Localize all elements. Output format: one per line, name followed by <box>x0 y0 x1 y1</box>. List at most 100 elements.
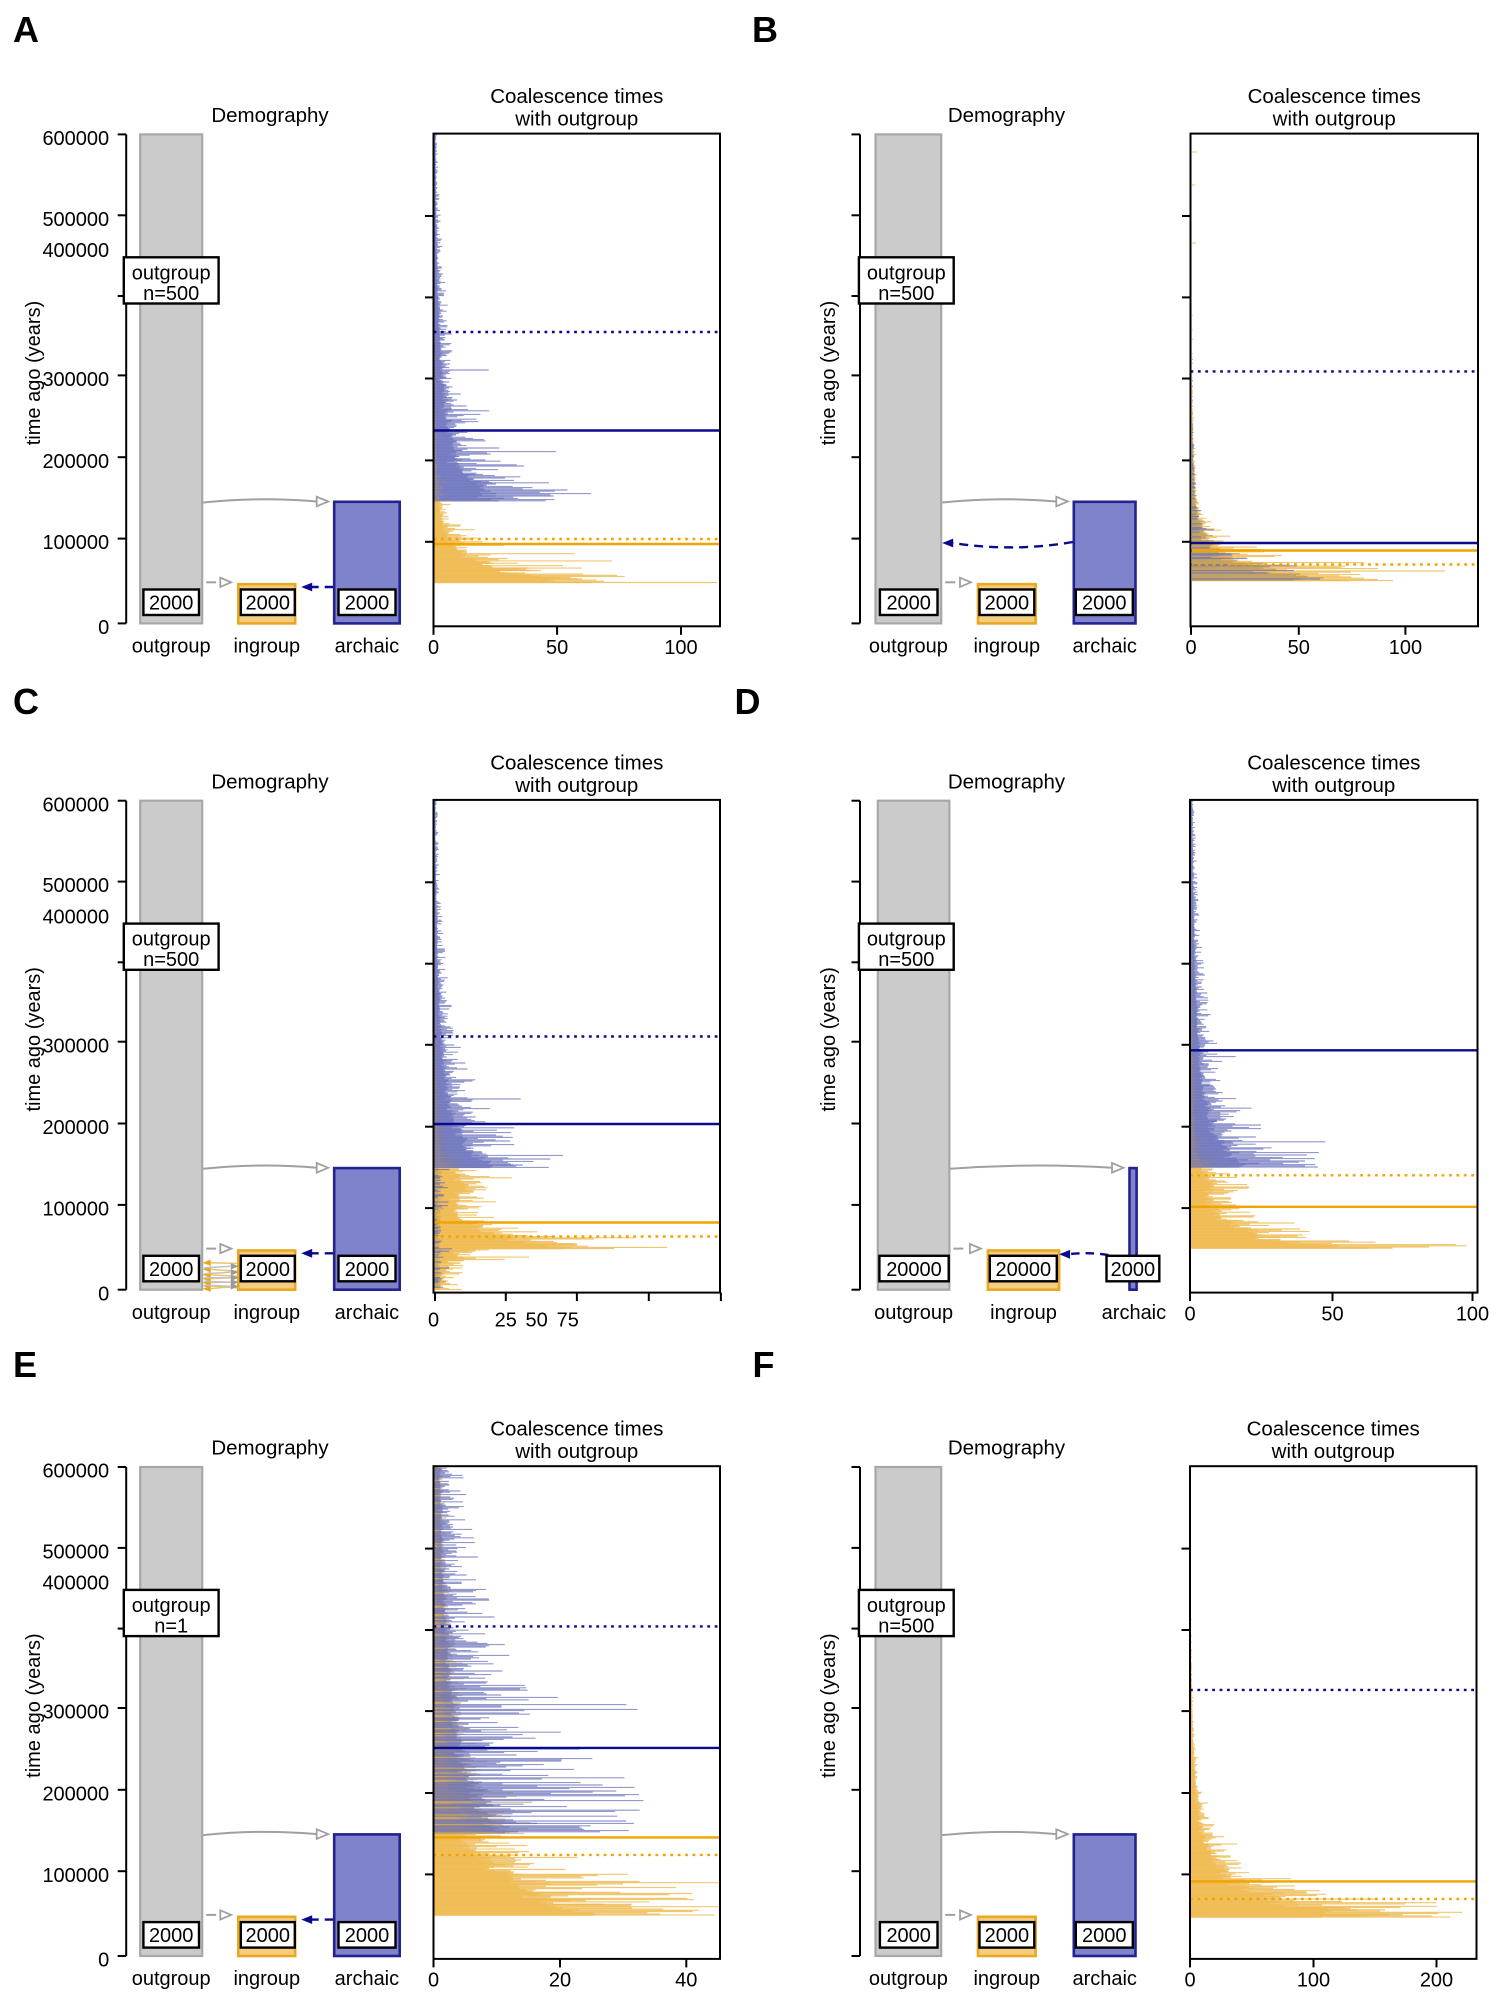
svg-text:outgroup: outgroup <box>132 1595 211 1617</box>
svg-text:with outgroup: with outgroup <box>1272 108 1396 131</box>
svg-text:C: C <box>13 681 39 722</box>
svg-text:ingroup: ingroup <box>973 636 1040 658</box>
svg-text:with outgroup: with outgroup <box>514 1440 638 1463</box>
svg-text:2000: 2000 <box>1111 1259 1156 1281</box>
svg-text:Coalescence times: Coalescence times <box>490 85 663 108</box>
svg-text:20000: 20000 <box>886 1259 942 1281</box>
svg-text:n=500: n=500 <box>143 283 199 305</box>
svg-text:ingroup: ingroup <box>973 1968 1040 1990</box>
svg-text:50: 50 <box>1288 637 1310 659</box>
svg-text:outgroup: outgroup <box>132 1968 211 1990</box>
svg-text:outgroup: outgroup <box>874 1302 953 1324</box>
svg-text:with outgroup: with outgroup <box>1271 1440 1395 1463</box>
svg-text:E: E <box>13 1344 37 1385</box>
svg-text:Coalescence times: Coalescence times <box>1247 1418 1420 1441</box>
svg-text:B: B <box>752 9 778 50</box>
svg-text:0: 0 <box>1185 637 1196 659</box>
svg-text:0: 0 <box>98 1950 109 1972</box>
svg-text:2000: 2000 <box>149 1925 194 1947</box>
svg-text:2000: 2000 <box>345 1925 390 1947</box>
svg-text:Coalescence times: Coalescence times <box>490 1418 663 1441</box>
svg-text:archaic: archaic <box>1072 1968 1136 1990</box>
svg-text:100: 100 <box>1297 1970 1330 1992</box>
svg-text:outgroup: outgroup <box>869 1968 948 1990</box>
svg-text:100: 100 <box>664 637 697 659</box>
svg-text:2000: 2000 <box>1082 1925 1127 1947</box>
svg-text:0: 0 <box>1184 1970 1195 1992</box>
svg-text:2000: 2000 <box>985 593 1030 615</box>
svg-text:20000: 20000 <box>995 1259 1051 1281</box>
svg-text:2000: 2000 <box>246 1925 291 1947</box>
svg-text:A: A <box>13 9 39 50</box>
svg-text:n=500: n=500 <box>878 949 934 971</box>
svg-text:ingroup: ingroup <box>990 1302 1057 1324</box>
svg-text:400000: 400000 <box>42 906 109 928</box>
svg-text:Demography: Demography <box>211 104 329 127</box>
svg-text:0: 0 <box>428 1970 439 1992</box>
svg-text:20: 20 <box>549 1970 571 1992</box>
svg-text:outgroup: outgroup <box>869 636 948 658</box>
svg-text:100: 100 <box>1456 1303 1489 1325</box>
svg-text:outgroup: outgroup <box>132 636 211 658</box>
svg-text:2000: 2000 <box>149 593 194 615</box>
svg-text:archaic: archaic <box>1072 636 1136 658</box>
svg-text:time ago (years): time ago (years) <box>23 301 45 446</box>
svg-text:300000: 300000 <box>42 1035 109 1057</box>
svg-text:400000: 400000 <box>42 1573 109 1595</box>
svg-text:50: 50 <box>525 1309 547 1331</box>
svg-text:n=500: n=500 <box>878 1615 934 1637</box>
svg-text:2000: 2000 <box>345 1259 390 1281</box>
svg-text:time ago (years): time ago (years) <box>23 967 45 1112</box>
svg-text:0: 0 <box>428 637 439 659</box>
svg-text:500000: 500000 <box>42 875 109 897</box>
svg-text:200000: 200000 <box>42 451 109 473</box>
svg-text:with outgroup: with outgroup <box>1271 774 1395 797</box>
svg-text:time ago (years): time ago (years) <box>818 967 840 1112</box>
svg-text:archaic: archaic <box>335 1302 399 1324</box>
svg-text:100000: 100000 <box>42 1865 109 1887</box>
svg-text:ingroup: ingroup <box>233 636 300 658</box>
svg-text:Demography: Demography <box>948 770 1066 793</box>
svg-text:100000: 100000 <box>42 1199 109 1221</box>
svg-text:outgroup: outgroup <box>867 262 946 284</box>
svg-text:300000: 300000 <box>42 369 109 391</box>
svg-text:outgroup: outgroup <box>867 929 946 951</box>
svg-text:40: 40 <box>675 1970 697 1992</box>
svg-text:0: 0 <box>428 1309 439 1331</box>
svg-text:400000: 400000 <box>42 240 109 262</box>
svg-text:Coalescence times: Coalescence times <box>1247 751 1420 774</box>
svg-text:Demography: Demography <box>948 104 1066 127</box>
svg-text:0: 0 <box>98 1283 109 1305</box>
svg-text:time ago (years): time ago (years) <box>818 1633 840 1778</box>
svg-text:Demography: Demography <box>211 1437 329 1460</box>
svg-text:2000: 2000 <box>246 1259 291 1281</box>
svg-text:outgroup: outgroup <box>867 1595 946 1617</box>
svg-text:600000: 600000 <box>42 794 109 816</box>
svg-text:Coalescence times: Coalescence times <box>490 751 663 774</box>
svg-text:50: 50 <box>546 637 568 659</box>
svg-text:2000: 2000 <box>886 1925 931 1947</box>
svg-text:Coalescence times: Coalescence times <box>1248 85 1421 108</box>
svg-text:2000: 2000 <box>246 593 291 615</box>
svg-text:Demography: Demography <box>948 1437 1066 1460</box>
svg-text:F: F <box>753 1344 775 1385</box>
svg-text:200: 200 <box>1420 1970 1453 1992</box>
svg-text:outgroup: outgroup <box>132 262 211 284</box>
svg-text:n=500: n=500 <box>878 283 934 305</box>
svg-text:600000: 600000 <box>42 1461 109 1483</box>
svg-text:with outgroup: with outgroup <box>514 108 638 131</box>
svg-text:200000: 200000 <box>42 1117 109 1139</box>
svg-text:100: 100 <box>1389 637 1422 659</box>
svg-text:Demography: Demography <box>211 770 329 793</box>
svg-text:time ago (years): time ago (years) <box>818 301 840 446</box>
svg-text:500000: 500000 <box>42 1542 109 1564</box>
svg-text:archaic: archaic <box>1102 1302 1166 1324</box>
svg-text:600000: 600000 <box>42 128 109 150</box>
svg-text:300000: 300000 <box>42 1702 109 1724</box>
svg-text:2000: 2000 <box>985 1925 1030 1947</box>
svg-text:ingroup: ingroup <box>233 1968 300 1990</box>
svg-text:with outgroup: with outgroup <box>514 774 638 797</box>
svg-text:0: 0 <box>1184 1303 1195 1325</box>
svg-text:25: 25 <box>495 1309 517 1331</box>
svg-text:n=1: n=1 <box>154 1615 188 1637</box>
